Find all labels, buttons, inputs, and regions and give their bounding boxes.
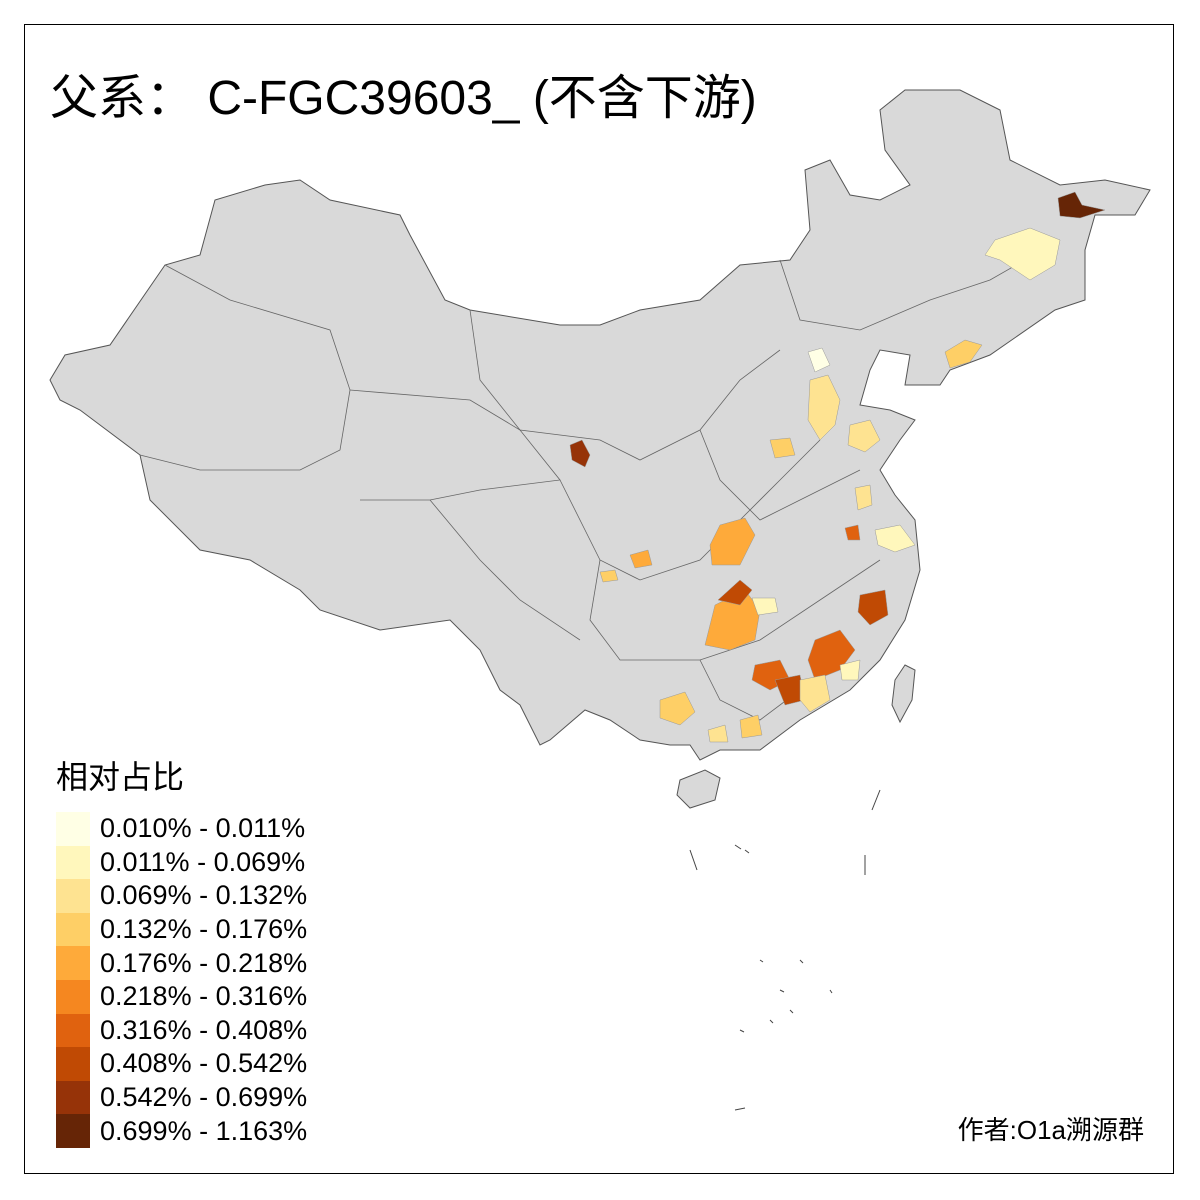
figure-border xyxy=(24,24,1174,1174)
region-shandong xyxy=(847,419,881,453)
legend-swatch xyxy=(56,879,90,913)
region-zhejiang xyxy=(857,589,889,626)
region-fujian xyxy=(839,659,861,681)
legend-item: 0.316% - 0.408% xyxy=(56,1013,308,1048)
legend-item: 0.408% - 0.542% xyxy=(56,1047,307,1081)
author-credit: 作者:O1a溯源群 xyxy=(957,1115,1144,1145)
legend-item: 0.132% - 0.176% xyxy=(56,912,308,947)
legend-label: 0.069% - 0.132% xyxy=(100,880,308,911)
region-hubei-west xyxy=(709,517,756,566)
legend-swatch xyxy=(56,845,90,880)
province-borders xyxy=(139,239,1061,721)
legend-item: 0.699% - 1.163% xyxy=(56,1114,307,1148)
legend-item: 0.542% - 0.699% xyxy=(56,1080,308,1115)
legend-item: 0.176% - 0.218% xyxy=(56,946,307,980)
region-guangxi xyxy=(659,691,696,726)
legend-title: 相对占比 xyxy=(56,759,185,795)
region-liaoning-east xyxy=(944,339,983,369)
region-jiangsu xyxy=(854,484,873,511)
region-shanxi-east xyxy=(769,437,796,459)
legend-swatch xyxy=(56,1047,90,1081)
legend-swatch xyxy=(56,979,90,1014)
data-regions xyxy=(569,191,1106,743)
region-jiangxi-west xyxy=(751,597,779,616)
region-shanghai xyxy=(874,524,916,553)
legend-label: 0.408% - 0.542% xyxy=(100,1048,308,1079)
legend-label: 0.176% - 0.218% xyxy=(100,947,308,978)
legend-item: 0.010% - 0.011% xyxy=(56,812,307,846)
legend-swatch xyxy=(56,946,90,980)
region-chongqing xyxy=(629,549,653,569)
region-jiangxi xyxy=(807,629,856,681)
legend: 相对占比 0.010% - 0.011% 0.011% - 0.069% 0.069… xyxy=(56,752,307,1148)
legend-swatch xyxy=(56,1114,90,1148)
legend-item: 0.011% - 0.069% xyxy=(56,845,307,880)
region-heilongjiang-central xyxy=(984,227,1061,281)
legend-item: 0.069% - 0.132% xyxy=(56,879,307,913)
hainan xyxy=(676,769,721,809)
map-title: 父系： C-FGC39603_ (不含下游) xyxy=(50,72,757,125)
island-dots xyxy=(689,789,881,1111)
region-guangdong-southwest xyxy=(707,724,729,743)
legend-swatch xyxy=(56,912,90,947)
legend-swatch xyxy=(56,1013,90,1048)
legend-label: 0.699% - 1.163% xyxy=(100,1115,308,1146)
region-ningxia xyxy=(569,439,591,468)
legend-label: 0.218% - 0.316% xyxy=(100,981,308,1012)
legend-label: 0.011% - 0.069% xyxy=(100,846,306,877)
region-hebei xyxy=(807,374,841,441)
legend-label: 0.542% - 0.699% xyxy=(100,1082,308,1113)
legend-label: 0.132% - 0.176% xyxy=(100,914,308,945)
region-guangdong-east xyxy=(799,674,831,713)
legend-swatch xyxy=(56,1080,90,1115)
region-hunan-north xyxy=(717,579,753,606)
region-beijing-north xyxy=(807,347,831,373)
legend-item: 0.218% - 0.316% xyxy=(56,979,308,1014)
legend-swatch xyxy=(56,812,90,846)
region-sichuan xyxy=(599,569,619,583)
region-guangdong-west xyxy=(739,714,763,739)
region-anhui xyxy=(844,524,861,541)
china-mainland xyxy=(49,89,1151,761)
region-heilongjiang-north xyxy=(1057,191,1106,219)
taiwan xyxy=(891,664,916,724)
legend-label: 0.010% - 0.011% xyxy=(100,813,306,844)
legend-label: 0.316% - 0.408% xyxy=(100,1014,308,1045)
